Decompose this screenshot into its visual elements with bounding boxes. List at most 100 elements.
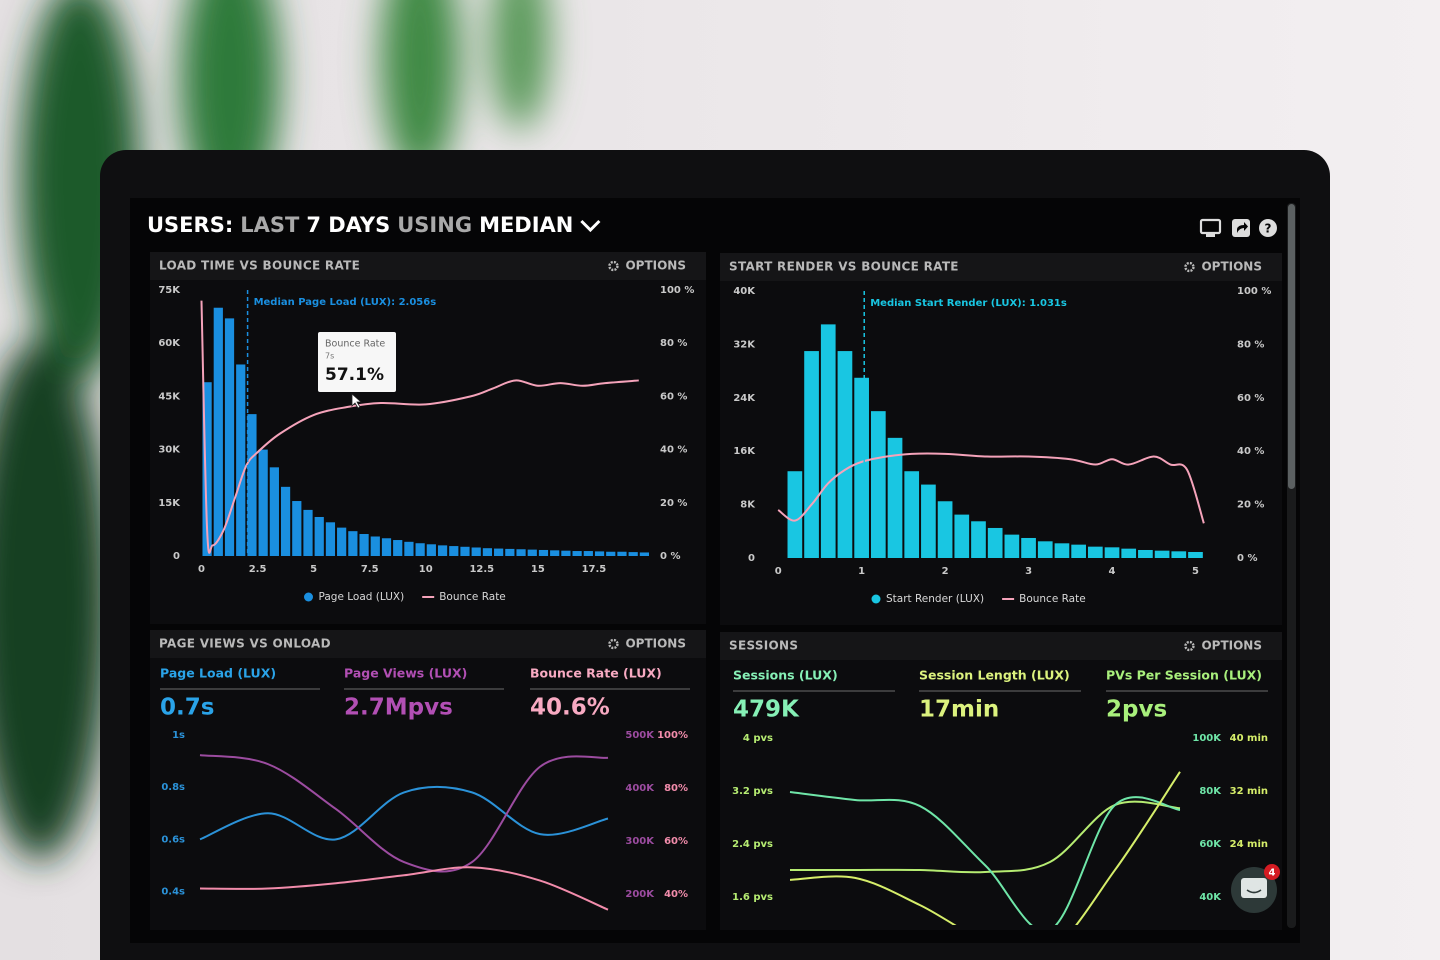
monitor-icon[interactable] [1199, 218, 1222, 237]
tooltip-x: 7s [325, 352, 334, 361]
bar [550, 550, 560, 556]
stat-value: 0.7s [160, 695, 214, 721]
y-tick-label: 60K [158, 338, 181, 349]
bar [1104, 547, 1120, 558]
title-part: MEDIAN [479, 213, 573, 237]
stat-label: Bounce Rate (LUX) [530, 666, 662, 681]
bar [987, 527, 1003, 558]
tooltip-value: 57.1% [325, 365, 384, 385]
panel: SESSIONS OPTIONS 4 pvs 3.2 pvs 2.4 pvs 1.6 pv… [720, 632, 1282, 930]
bounce-line [200, 300, 639, 554]
y2-tick-label: 60K [1199, 839, 1222, 850]
bar [583, 551, 593, 556]
y-tick-label: 45K [158, 391, 181, 402]
title-part: USING [397, 213, 472, 237]
x-tick-label: 4 [1109, 566, 1116, 577]
dashboard-title: USERS: LAST 7 DAYS USING MEDIAN [147, 213, 573, 237]
title-dropdown[interactable] [580, 219, 601, 233]
stat-label: Sessions (LUX) [733, 668, 838, 683]
chat-widget[interactable]: 4 [1231, 864, 1280, 913]
bar [381, 538, 392, 556]
bar [213, 307, 223, 556]
y-tick-label: 0.8s [161, 782, 185, 793]
y-tick-label: 16K [733, 446, 756, 457]
bar [449, 546, 459, 556]
y3-tick-label: 24 min [1230, 839, 1268, 850]
bar [639, 552, 649, 556]
bar [415, 543, 425, 556]
options-label[interactable]: OPTIONS [1201, 639, 1262, 653]
stat-label: Session Length (LUX) [919, 668, 1070, 683]
bar [247, 414, 257, 556]
panel: PAGE VIEWS VS ONLOAD OPTIONS 1s 0.8s 0.6s 0.4… [150, 630, 706, 930]
y-tick-label: 0 [173, 551, 180, 562]
options-label[interactable]: OPTIONS [1201, 260, 1262, 274]
bar [887, 437, 903, 558]
y2-tick-label: 60 % [660, 391, 687, 402]
bar [527, 549, 537, 556]
y2-tick-label: 0 % [660, 551, 680, 562]
bar [404, 541, 414, 556]
series-line [199, 754, 609, 873]
bar [348, 531, 358, 556]
y2-tick-label: 40 % [1237, 446, 1264, 457]
y-tick-label: 40K [733, 286, 756, 297]
y2-tick-label: 20 % [660, 498, 687, 509]
panel-title: SESSIONS [729, 639, 798, 653]
bar [471, 547, 481, 556]
bar [516, 549, 526, 556]
x-tick-label: 17.5 [582, 564, 607, 575]
y3-tick-label: 40 min [1230, 733, 1268, 744]
bar [870, 411, 886, 558]
y2-tick-label: 400K [625, 783, 655, 794]
x-tick-label: 3 [1025, 566, 1032, 577]
header-icons: ? [1199, 218, 1277, 237]
bar [482, 548, 493, 556]
gear-icon [1184, 640, 1195, 652]
legend-label: Start Render (LUX) [886, 593, 984, 605]
bar [236, 364, 246, 556]
y2-tick-label: 40 % [660, 445, 687, 456]
x-tick-label: 2 [942, 566, 949, 577]
panel-header [720, 253, 1282, 281]
y2-tick-label: 200K [625, 889, 655, 900]
bar [303, 509, 313, 556]
legend-swatch [304, 592, 313, 602]
y2-tick-label: 80 % [1237, 339, 1264, 350]
bar [804, 351, 819, 558]
panel: START RENDER VS BOUNCE RATE OPTIONS 0 8K 16K… [720, 253, 1282, 625]
series-line [199, 785, 609, 841]
median-label: Median Page Load (LUX): 2.056s [254, 297, 437, 308]
bar [359, 534, 369, 556]
panel-header [150, 630, 706, 658]
bar [1021, 537, 1036, 558]
stat-label: Page Load (LUX) [160, 666, 276, 681]
bar [202, 382, 212, 556]
bar [314, 516, 324, 556]
y2-tick-label: 100K [1192, 733, 1222, 744]
title-part: 7 DAYS [306, 213, 390, 237]
bar [561, 550, 571, 556]
y-tick-label: 1s [172, 730, 185, 741]
bar [594, 551, 605, 556]
title-part: USERS: [147, 213, 233, 237]
x-tick-label: 5 [310, 564, 317, 575]
options-label[interactable]: OPTIONS [625, 637, 686, 651]
x-tick-label: 12.5 [469, 564, 494, 575]
share-icon[interactable] [1232, 219, 1250, 237]
y3-tick-label: 100% [657, 730, 688, 741]
help-icon[interactable]: ? [1259, 219, 1277, 237]
y-tick-label: 4 pvs [743, 733, 773, 744]
legend-label: Bounce Rate [1019, 593, 1086, 605]
y2-tick-label: 100 % [660, 285, 694, 296]
scroll-thumb[interactable] [1288, 204, 1295, 489]
bar [505, 548, 515, 556]
y-tick-label: 30K [158, 445, 181, 456]
options-label[interactable]: OPTIONS [625, 259, 686, 273]
gear-icon [608, 260, 619, 272]
panel-header [720, 632, 1282, 660]
bar [1054, 543, 1070, 558]
x-tick-label: 2.5 [249, 564, 267, 575]
bar [1037, 541, 1053, 558]
